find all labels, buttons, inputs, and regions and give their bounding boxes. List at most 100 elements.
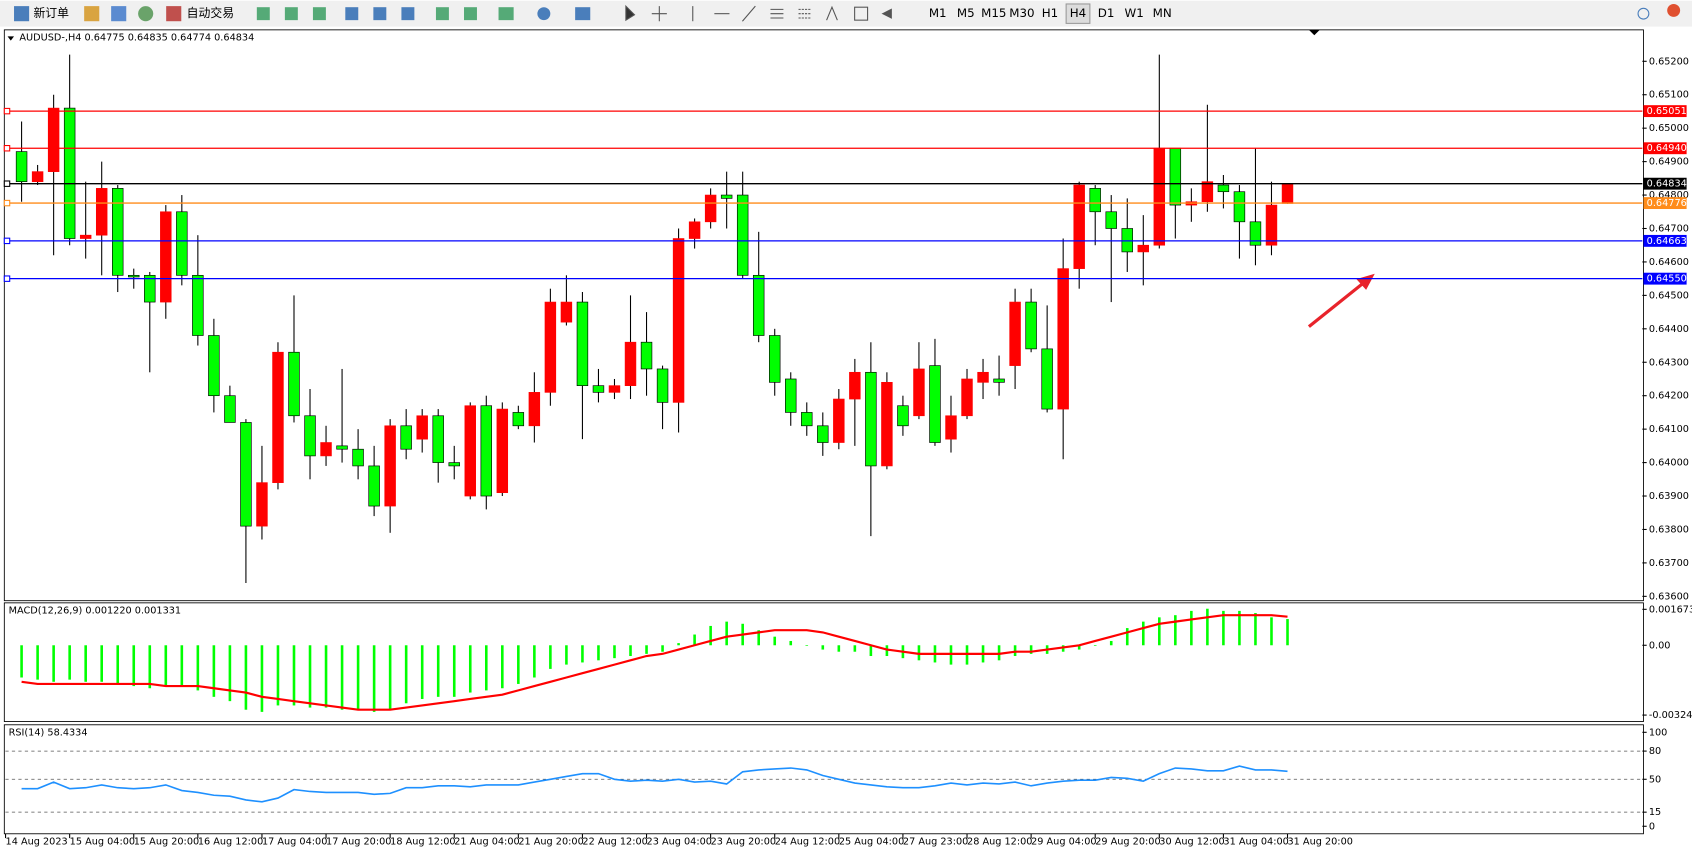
x-tick-label: 16 Aug 12:00 (198, 836, 263, 847)
timeframe-button[interactable]: M15 (981, 6, 1006, 20)
macd-bar (388, 645, 392, 710)
macd-bar (517, 645, 520, 684)
candle-body (160, 211, 172, 303)
macd-bar (308, 645, 312, 708)
level-marker (3, 237, 11, 245)
toolbar-button[interactable]: 自动交易 (187, 6, 234, 20)
level-label: 0.64550 (1647, 274, 1687, 285)
x-tick-label: 21 Aug 04:00 (454, 836, 519, 847)
candle-body (961, 378, 973, 417)
candle-body (304, 415, 316, 457)
macd-bar (276, 645, 280, 706)
y-tick-label: 0.63700 (1649, 558, 1689, 569)
timeframe-button[interactable]: MN (1153, 6, 1172, 20)
search[interactable] (1637, 7, 1650, 20)
macd-bar (1190, 610, 1193, 646)
channel-tool[interactable] (770, 8, 784, 19)
level-marker (3, 275, 11, 282)
macd-bar (869, 645, 873, 657)
y-tick-label: 0.64000 (1649, 458, 1689, 469)
trendline-tool[interactable] (741, 5, 756, 22)
macd-signal (21, 614, 1288, 711)
icon[interactable] (166, 6, 182, 22)
timeframe-button[interactable]: M1 (929, 6, 947, 20)
macd-bar (116, 645, 120, 684)
x-tick-label: 31 Aug 20:00 (1288, 836, 1353, 847)
candle-body (1249, 221, 1262, 246)
notification[interactable] (1667, 3, 1681, 17)
icon[interactable] (284, 7, 298, 21)
x-tick-label: 29 Aug 20:00 (1095, 836, 1160, 847)
candle-body (176, 211, 188, 276)
y-tick-label: 0.63600 (1649, 591, 1689, 602)
macd-bar (1141, 621, 1145, 646)
level-label: 0.64663 (1647, 236, 1687, 247)
macd-bar (773, 636, 777, 646)
macd-bar (645, 645, 648, 654)
icon[interactable] (401, 7, 415, 21)
y-tick-label: 0.65200 (1649, 56, 1689, 67)
level-label: 0.64940 (1647, 143, 1687, 154)
candle-body (1233, 191, 1246, 223)
icon[interactable] (345, 7, 359, 21)
candle-body (1201, 181, 1214, 203)
fibo-tool[interactable] (798, 8, 812, 19)
macd-bar (68, 645, 71, 680)
macd-title: MACD(12,26,9) 0.001220 0.001331 (9, 605, 181, 616)
x-tick-label: 15 Aug 04:00 (70, 836, 135, 847)
timeframe-button[interactable]: D1 (1098, 6, 1115, 20)
timeframe-button[interactable]: M5 (957, 6, 975, 20)
icon[interactable] (435, 7, 449, 21)
macd-bar (549, 645, 552, 669)
level-label-bg (1643, 234, 1687, 247)
macd-bar (372, 645, 376, 712)
timeframe-button[interactable]: W1 (1124, 6, 1143, 20)
macd-bar (757, 630, 760, 646)
icon[interactable] (498, 7, 514, 21)
toolbar-button[interactable]: 新订单 (33, 6, 69, 20)
candle-body (400, 425, 412, 450)
crosshair-tool[interactable] (651, 6, 667, 22)
icon[interactable] (312, 7, 326, 21)
annotation-arrow (1307, 277, 1370, 328)
macd-bar (1254, 613, 1257, 646)
toolbar: 新订单 自动交易 (14, 3, 1681, 24)
menu-marker (7, 36, 15, 41)
macd-bar (1222, 610, 1225, 646)
y-tick-label: 80 (1649, 746, 1661, 757)
cursor-tool[interactable] (625, 4, 636, 22)
candle-body (640, 341, 653, 370)
text-tool[interactable] (826, 5, 838, 21)
icon[interactable] (256, 7, 270, 21)
candle-body (656, 368, 669, 403)
candle-body (512, 412, 525, 427)
icon[interactable] (14, 6, 30, 22)
arrow-tool[interactable] (881, 8, 892, 19)
icon[interactable] (84, 6, 100, 22)
macd-bar (565, 645, 568, 665)
label-tool[interactable] (854, 6, 869, 21)
macd-bar (100, 645, 103, 682)
macd-bar (1206, 608, 1209, 646)
candle-body (31, 171, 44, 183)
candle-body (881, 382, 893, 467)
candle-body (47, 107, 60, 172)
icon[interactable] (111, 6, 127, 22)
icon[interactable] (537, 7, 551, 21)
icon[interactable] (373, 7, 387, 21)
icon[interactable] (464, 7, 477, 21)
candle-body (736, 194, 749, 276)
candle-body (384, 425, 396, 507)
icon[interactable] (138, 6, 154, 22)
candle-body (192, 274, 204, 336)
x-tick-label: 18 Aug 12:00 (390, 836, 455, 847)
x-tick-label: 31 Aug 04:00 (1223, 836, 1288, 847)
timeframe-button[interactable]: H4 (1070, 6, 1086, 20)
icon[interactable] (575, 7, 591, 21)
y-tick-label: 0.64700 (1649, 223, 1689, 234)
timeframe-button[interactable]: H1 (1042, 6, 1058, 20)
timeframe-button[interactable]: M30 (1009, 6, 1034, 20)
candle-body (833, 398, 845, 443)
macd-bar (164, 645, 168, 687)
